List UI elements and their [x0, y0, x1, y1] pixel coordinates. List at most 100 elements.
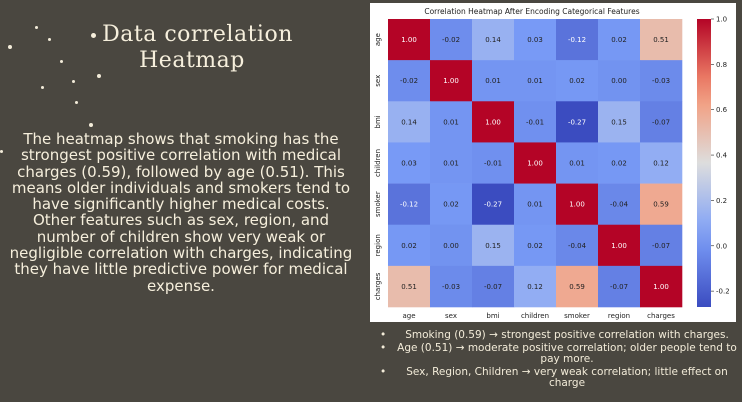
heatmap-cell	[430, 265, 473, 308]
cell-value-label: 0.12	[653, 160, 669, 168]
decor-dot	[35, 26, 38, 29]
decor-dot	[48, 38, 51, 41]
heatmap-cell	[556, 60, 599, 102]
y-tick-label: children	[374, 149, 382, 177]
cell-value-label: 0.02	[611, 36, 627, 44]
y-tick-label: smoker	[374, 191, 382, 217]
x-tick-label: charges	[647, 312, 675, 320]
body-text: The heatmap shows that smoking has the s…	[8, 131, 354, 294]
heatmap-cell	[472, 142, 515, 184]
heatmap-cell	[388, 60, 431, 102]
heatmap-cell	[430, 19, 473, 61]
x-tick-label: children	[521, 312, 549, 320]
title-bullet	[91, 32, 97, 38]
cell-value-label: -0.01	[526, 118, 544, 126]
heatmap-cell	[514, 142, 557, 184]
title-line1: Data correlation	[102, 22, 293, 47]
x-tick-label: bmi	[486, 312, 499, 320]
cell-value-label: -0.04	[610, 201, 629, 209]
cell-value-label: 0.03	[527, 36, 543, 44]
cell-value-label: 0.02	[569, 77, 585, 85]
x-tick-label: sex	[445, 312, 457, 320]
cell-value-label: 1.00	[653, 283, 669, 291]
cell-value-label: -0.07	[652, 118, 670, 126]
cell-value-label: -0.27	[484, 201, 502, 209]
x-tick-label: region	[608, 312, 630, 320]
cell-value-label: -0.02	[400, 77, 418, 85]
heatmap-cell	[640, 183, 683, 226]
cell-value-label: 0.03	[401, 160, 417, 168]
heatmap-card: Correlation Heatmap After Encoding Categ…	[370, 3, 736, 322]
y-tick-label: age	[374, 33, 382, 46]
colorbar	[697, 19, 711, 307]
cell-value-label: 0.15	[485, 242, 501, 250]
heatmap-cell	[388, 101, 431, 143]
cell-value-label: 0.02	[527, 242, 543, 250]
decor-dot	[75, 101, 78, 104]
cell-value-label: 0.14	[401, 118, 417, 126]
cell-value-label: -0.02	[442, 36, 460, 44]
correlation-heatmap: Correlation Heatmap After Encoding Categ…	[374, 7, 730, 320]
heatmap-cell	[640, 224, 683, 267]
heatmap-cell	[430, 224, 473, 267]
y-tick-label: charges	[374, 272, 382, 300]
heatmap-cell	[430, 142, 473, 184]
cell-value-label: 1.00	[443, 77, 459, 85]
heatmap-cell	[472, 19, 515, 61]
cell-value-label: 0.00	[443, 242, 459, 250]
heatmap-cell	[598, 142, 641, 184]
heatmap-cell	[472, 101, 515, 143]
heatmap-cell	[514, 224, 557, 267]
cell-value-label: 0.01	[485, 77, 501, 85]
summary-bullet: Smoking (0.59) → strongest positive corr…	[378, 330, 738, 342]
chart-title: Correlation Heatmap After Encoding Categ…	[424, 7, 639, 16]
cell-value-label: 1.00	[485, 118, 501, 126]
cell-value-label: 1.00	[401, 36, 417, 44]
colorbar-tick-label: 0.0	[716, 242, 727, 250]
cell-value-label: 0.01	[443, 160, 459, 168]
heatmap-cell	[640, 101, 683, 143]
cell-value-label: 0.02	[443, 201, 459, 209]
decor-dot	[41, 86, 44, 89]
summary-bullet: Sex, Region, Children → very weak correl…	[378, 367, 738, 389]
heatmap-cell	[556, 265, 599, 308]
heatmap-cell	[640, 60, 683, 102]
cell-value-label: 0.02	[401, 242, 417, 250]
decor-dot	[89, 123, 93, 127]
heatmap-cell	[388, 265, 431, 308]
heatmap-cell	[430, 183, 473, 226]
summary-bullet: Age (0.51) → moderate positive correlati…	[378, 343, 738, 365]
body-paragraph-2: Other features such as sex, region, and …	[9, 211, 353, 295]
cell-value-label: 0.59	[569, 283, 585, 291]
heatmap-cell	[472, 60, 515, 102]
colorbar-tick-label: -0.2	[716, 288, 730, 296]
cell-value-label: 0.01	[527, 77, 543, 85]
heatmap-cell	[472, 265, 515, 308]
heatmap-cell	[472, 183, 515, 226]
cell-value-label: 0.51	[401, 283, 417, 291]
slide-title: Data correlation Heatmap	[62, 22, 322, 74]
heatmap-cell	[388, 142, 431, 184]
decor-dot	[0, 150, 3, 153]
colorbar-tick-label: 0.4	[716, 152, 728, 160]
heatmap-cell	[640, 19, 683, 61]
heatmap-cell	[556, 224, 599, 267]
cell-value-label: -0.27	[568, 118, 586, 126]
cell-value-label: -0.12	[568, 36, 586, 44]
heatmap-cell	[598, 183, 641, 226]
cell-value-label: 0.51	[653, 36, 669, 44]
cell-value-label: 1.00	[611, 242, 627, 250]
x-tick-label: age	[402, 312, 415, 320]
cell-value-label: -0.01	[484, 160, 502, 168]
cell-value-label: 0.15	[611, 118, 627, 126]
heatmap-cell	[556, 183, 599, 226]
cell-value-label: 0.12	[527, 283, 543, 291]
decor-dot	[72, 80, 75, 83]
heatmap-cell	[556, 101, 599, 143]
y-tick-label: region	[374, 234, 382, 256]
cell-value-label: 0.59	[653, 201, 669, 209]
heatmap-cell	[640, 142, 683, 184]
cell-value-label: 0.02	[611, 160, 627, 168]
heatmap-cell	[388, 183, 431, 226]
decor-dot	[97, 74, 101, 78]
